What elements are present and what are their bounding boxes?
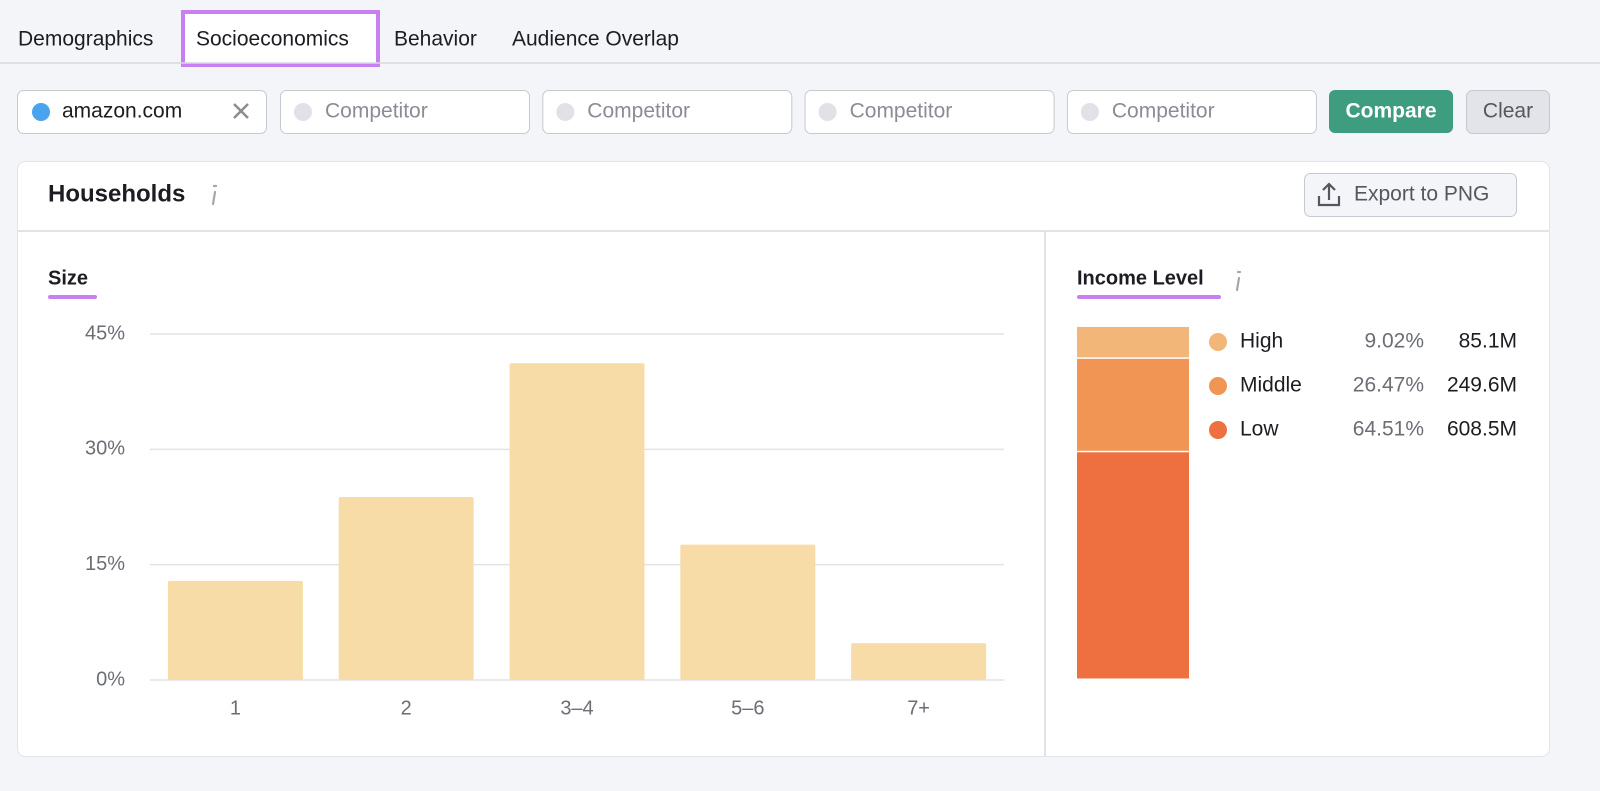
competitor-dot bbox=[556, 103, 575, 121]
competitor-placeholder: Competitor bbox=[1112, 100, 1215, 123]
bar bbox=[338, 497, 474, 680]
tab[interactable]: Socioeconomics bbox=[196, 28, 349, 51]
competitor-dot bbox=[1080, 103, 1099, 121]
competitor-input[interactable] bbox=[804, 90, 1055, 134]
legend-label: Middle bbox=[1240, 374, 1302, 397]
export-label: Export to PNG bbox=[1354, 183, 1489, 206]
competitor-input[interactable] bbox=[1066, 90, 1317, 134]
income-title: Income Level bbox=[1077, 267, 1204, 289]
export-button[interactable] bbox=[1304, 173, 1517, 217]
y-tick-label: 45% bbox=[85, 322, 125, 344]
stack-segment bbox=[1077, 358, 1189, 451]
active-tab-highlight bbox=[181, 10, 380, 67]
bar bbox=[680, 544, 816, 680]
competitor-placeholder: Competitor bbox=[325, 100, 428, 123]
y-tick-label: 15% bbox=[85, 553, 125, 575]
legend-dot bbox=[1209, 421, 1227, 439]
legend-label: High bbox=[1240, 330, 1283, 353]
percent-label: 26.47% bbox=[1353, 374, 1424, 397]
clear-button[interactable] bbox=[1466, 90, 1550, 134]
tab[interactable]: Behavior bbox=[394, 28, 477, 51]
tab[interactable]: Demographics bbox=[18, 28, 153, 51]
tab[interactable]: Audience Overlap bbox=[512, 28, 679, 51]
legend-dot bbox=[1209, 377, 1227, 395]
bar bbox=[851, 643, 987, 680]
x-tick-label: 5–6 bbox=[731, 697, 764, 719]
percent-label: 9.02% bbox=[1364, 330, 1424, 353]
clear-label: Clear bbox=[1483, 100, 1533, 123]
export-icon bbox=[1317, 182, 1341, 207]
y-tick-label: 0% bbox=[96, 668, 125, 690]
count-label: 85.1M bbox=[1459, 330, 1517, 353]
domain-input[interactable] bbox=[17, 90, 267, 134]
compare-button[interactable] bbox=[1329, 90, 1453, 133]
title-underline bbox=[48, 295, 97, 299]
x-tick-label: 1 bbox=[230, 697, 241, 719]
clear-input-icon[interactable] bbox=[233, 103, 249, 119]
legend-dot bbox=[1209, 333, 1227, 351]
size-title: Size bbox=[48, 267, 88, 289]
title-underline bbox=[1077, 295, 1221, 299]
count-label: 249.6M bbox=[1447, 374, 1517, 397]
legend-label: Low bbox=[1240, 418, 1279, 441]
info-icon[interactable] bbox=[1235, 270, 1242, 292]
card-title: Households bbox=[48, 180, 185, 207]
info-icon[interactable] bbox=[211, 184, 218, 206]
stack-segment bbox=[1077, 452, 1189, 679]
x-tick-label: 3–4 bbox=[560, 697, 593, 719]
count-label: 608.5M bbox=[1447, 418, 1517, 441]
domain-text: amazon.com bbox=[62, 100, 182, 123]
competitor-input[interactable] bbox=[280, 90, 530, 134]
y-tick-label: 30% bbox=[85, 438, 125, 460]
competitor-placeholder: Competitor bbox=[587, 100, 690, 123]
competitor-placeholder: Competitor bbox=[850, 100, 953, 123]
percent-label: 64.51% bbox=[1353, 418, 1424, 441]
bar bbox=[167, 580, 303, 680]
compare-label: Compare bbox=[1345, 100, 1436, 123]
x-tick-label: 7+ bbox=[907, 697, 930, 719]
bar bbox=[509, 363, 645, 680]
x-tick-label: 2 bbox=[401, 697, 412, 719]
domain-dot bbox=[32, 103, 50, 121]
stack-segment bbox=[1077, 327, 1189, 358]
competitor-dot bbox=[818, 103, 837, 121]
competitor-input[interactable] bbox=[542, 90, 793, 134]
competitor-dot bbox=[294, 103, 312, 121]
